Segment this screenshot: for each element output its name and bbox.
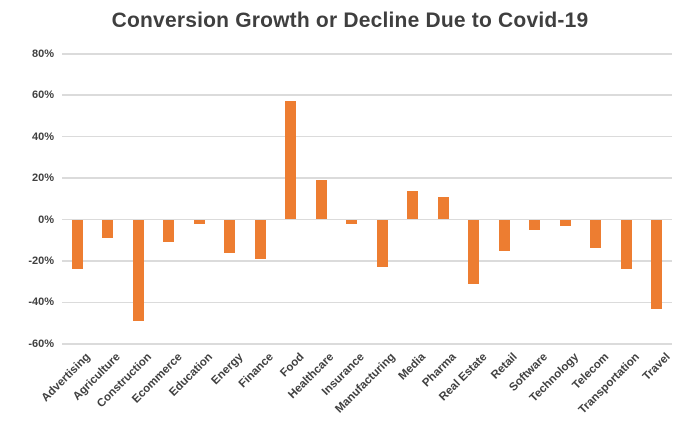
gridline-20 <box>62 177 672 179</box>
y-axis-tick-label-40: 40% <box>31 130 54 143</box>
bar-retail <box>498 219 510 251</box>
bar-technology <box>559 219 571 226</box>
bar-travel <box>651 219 663 309</box>
bar-telecom <box>590 219 602 249</box>
bar-education <box>193 219 205 224</box>
bar-insurance <box>346 219 358 224</box>
bar-transportation <box>620 219 632 270</box>
y-axis-tick-label--60: -60% <box>28 337 54 350</box>
y-axis-tick-label-20: 20% <box>31 172 54 185</box>
gridline-80 <box>62 53 672 55</box>
y-axis-tick-label--40: -40% <box>28 296 54 309</box>
gridline-40 <box>62 135 672 138</box>
gridline--20 <box>62 260 672 262</box>
gridline--60 <box>62 343 672 345</box>
y-axis-tick-label-60: 60% <box>31 89 54 102</box>
y-axis-tick-label--20: -20% <box>28 254 54 267</box>
bar-agriculture <box>102 219 114 239</box>
bar-construction <box>132 219 144 321</box>
bar-energy <box>224 219 236 253</box>
bar-advertising <box>71 219 83 270</box>
bar-software <box>529 219 541 230</box>
gridline-60 <box>62 94 672 96</box>
bar-real-estate <box>468 219 480 284</box>
bar-ecommerce <box>163 219 175 243</box>
bar-finance <box>254 219 266 259</box>
y-axis-tick-label-0: 0% <box>38 213 54 226</box>
gridline-0 <box>62 218 672 221</box>
chart-title: Conversion Growth or Decline Due to Covi… <box>111 9 589 32</box>
bar-healthcare <box>315 180 327 220</box>
bar-pharma <box>437 196 449 220</box>
y-axis-tick-label-80: 80% <box>31 47 54 60</box>
bar-food <box>285 101 297 220</box>
gridline--40 <box>62 301 672 304</box>
bar-media <box>407 190 419 220</box>
x-axis-label-travel: Travel <box>640 351 673 383</box>
bar-manufacturing <box>376 219 388 268</box>
